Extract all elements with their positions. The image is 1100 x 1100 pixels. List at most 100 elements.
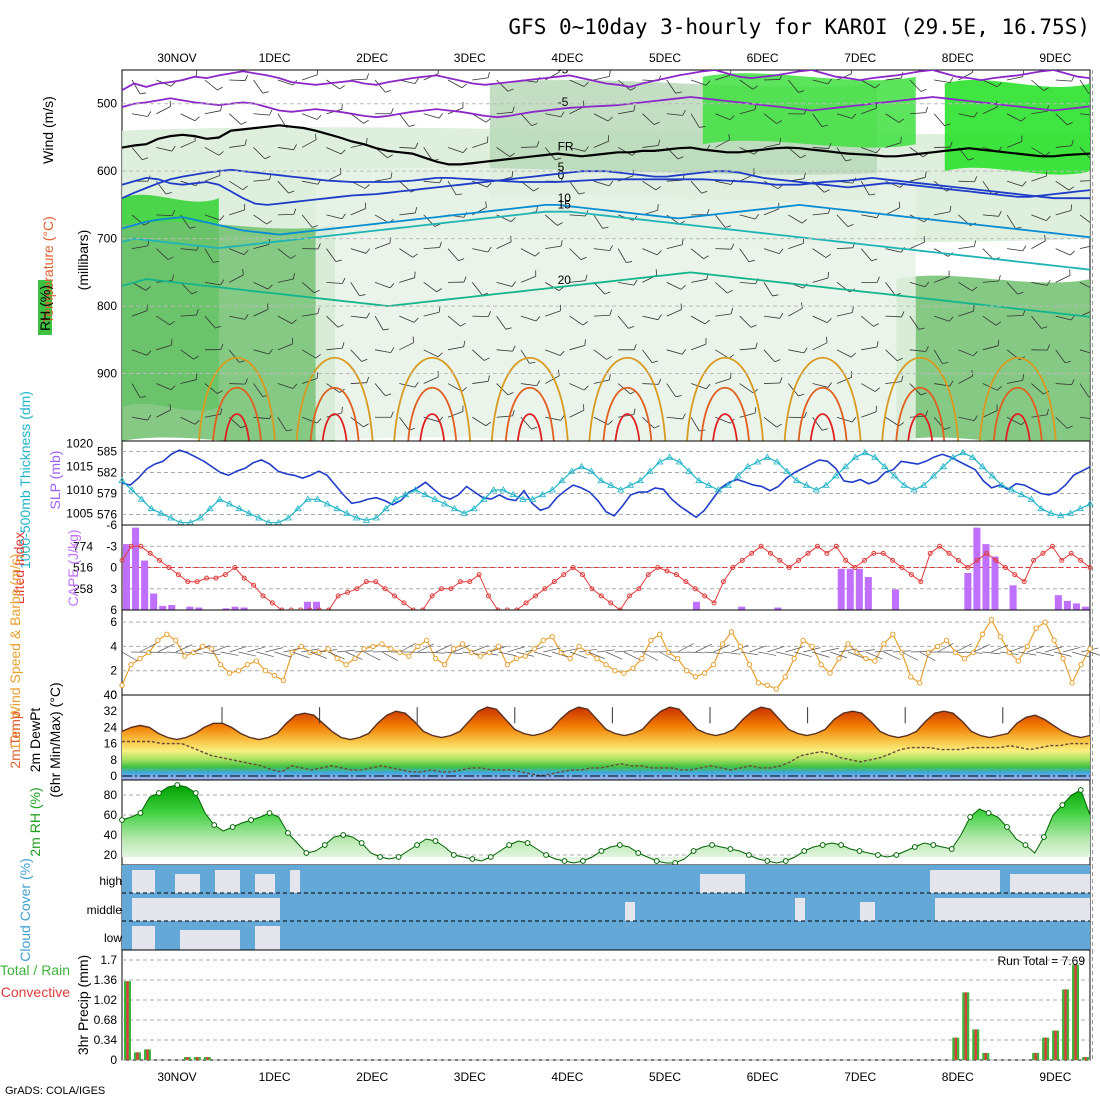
wind-barb-flag (826, 318, 832, 323)
wind-barb (885, 381, 902, 384)
isotherm-25-arc (588, 357, 667, 441)
cloud-clear-patch (132, 926, 155, 950)
wind-barb-flag (383, 328, 390, 331)
wind-point (262, 668, 269, 674)
wind-barb-flag (801, 219, 808, 224)
slp-marker (509, 490, 517, 498)
wind-barb-flag (242, 185, 248, 190)
lifted-index-point (890, 557, 896, 563)
lifted-index-point (561, 572, 567, 578)
cape-bar (991, 556, 999, 610)
temp-line (121, 706, 1091, 741)
slp-marker (206, 504, 214, 512)
temp2m-panel: 0 8 16 24 32 40 2m Temp 2m DewPt (6hr Min/Max… (7, 682, 1100, 798)
wind-barb-flag (340, 149, 346, 155)
wind-barb (666, 309, 682, 317)
lifted-index-point (486, 593, 492, 599)
wind-point (1015, 658, 1021, 664)
lifted-index-point (824, 550, 830, 556)
wind-barb-flag (1067, 425, 1073, 429)
slp-marker (841, 462, 850, 470)
wind-barb-flag (772, 294, 779, 297)
wind-barb-flag (973, 111, 978, 118)
precip-conv-bar (206, 1057, 209, 1060)
wind-barb (229, 274, 244, 283)
wind-barb (253, 244, 270, 250)
wind-barb-flag (1068, 186, 1075, 191)
wind-barb (1079, 245, 1090, 250)
wind-barb-flag (507, 88, 514, 92)
wind-barb (593, 214, 603, 229)
wind-barb (326, 281, 343, 284)
lifted-index-point (128, 543, 134, 549)
lifted-index-point (777, 557, 783, 563)
wind-barb (277, 213, 294, 216)
wind-barb (836, 349, 852, 358)
wind-barb-flag (633, 344, 637, 350)
wind-barb-flag (558, 369, 560, 376)
wind-barb-flag (220, 104, 223, 111)
wind-barb (328, 651, 345, 660)
wind-barb (570, 651, 588, 659)
slp-marker (959, 448, 967, 456)
wind-barb-flag (142, 157, 149, 161)
wind-barb (593, 314, 610, 317)
wind-barb (666, 79, 677, 94)
isotherm-label: 15 (558, 198, 572, 212)
wind-barb (618, 110, 634, 115)
wind-barb (593, 113, 609, 122)
wind-barb (229, 79, 246, 81)
wind-barb (763, 382, 781, 384)
wind-barb (1006, 141, 1023, 148)
wind-barb-flag (585, 274, 588, 281)
wind-barb (788, 349, 805, 354)
wind-barb (156, 409, 171, 418)
wind-barb-flag (1067, 121, 1073, 126)
wind-point (334, 655, 340, 662)
wind-barb-flag (412, 336, 415, 343)
rh-point (801, 848, 808, 854)
wind-barb (982, 106, 998, 115)
wind-barb (909, 112, 926, 115)
wind-barb (1031, 147, 1046, 157)
wind-barb (690, 248, 704, 260)
lifted-index-point (1078, 557, 1084, 563)
rh-point (469, 856, 476, 862)
lifted-index-point (664, 568, 670, 574)
wind-point (648, 637, 654, 644)
lifted-index-point (157, 557, 163, 563)
wind-point (146, 649, 152, 656)
cape-bar (186, 606, 194, 610)
date-label-top: 6DEC (747, 51, 779, 65)
wind-barb-flag (901, 311, 905, 318)
wind-barb (423, 113, 440, 119)
wind-barb (666, 179, 683, 182)
lifted-index-point (626, 593, 632, 599)
lifted-index-point (796, 557, 802, 563)
wind-point (459, 641, 466, 647)
slp-marker (519, 495, 527, 502)
cape-bar (1063, 600, 1071, 610)
wind-barb (982, 79, 998, 88)
wind-barb (885, 315, 902, 318)
wind-barb (447, 411, 464, 418)
rh-point (1022, 842, 1029, 848)
wind-barb-flag (438, 113, 444, 119)
isotherm-30-arc (504, 386, 555, 441)
lifted-index-tick: -6 (106, 518, 117, 532)
isotherm-label: 0 (558, 168, 565, 182)
wind-barb (156, 248, 169, 260)
lifted-index-tick: -3 (106, 539, 117, 553)
wind-barb-flag (244, 378, 248, 385)
cloud-clear-patch (180, 930, 240, 950)
wind-point (540, 637, 546, 644)
wind-barb (423, 180, 440, 184)
slp-marker (665, 453, 674, 460)
wind-barb (690, 417, 700, 432)
wind-barb-flag (609, 70, 611, 77)
wind-barb (1055, 79, 1072, 82)
wind-barb-flag (463, 340, 466, 347)
slp-marker (695, 476, 703, 484)
temp-tick: 40 (104, 688, 118, 702)
